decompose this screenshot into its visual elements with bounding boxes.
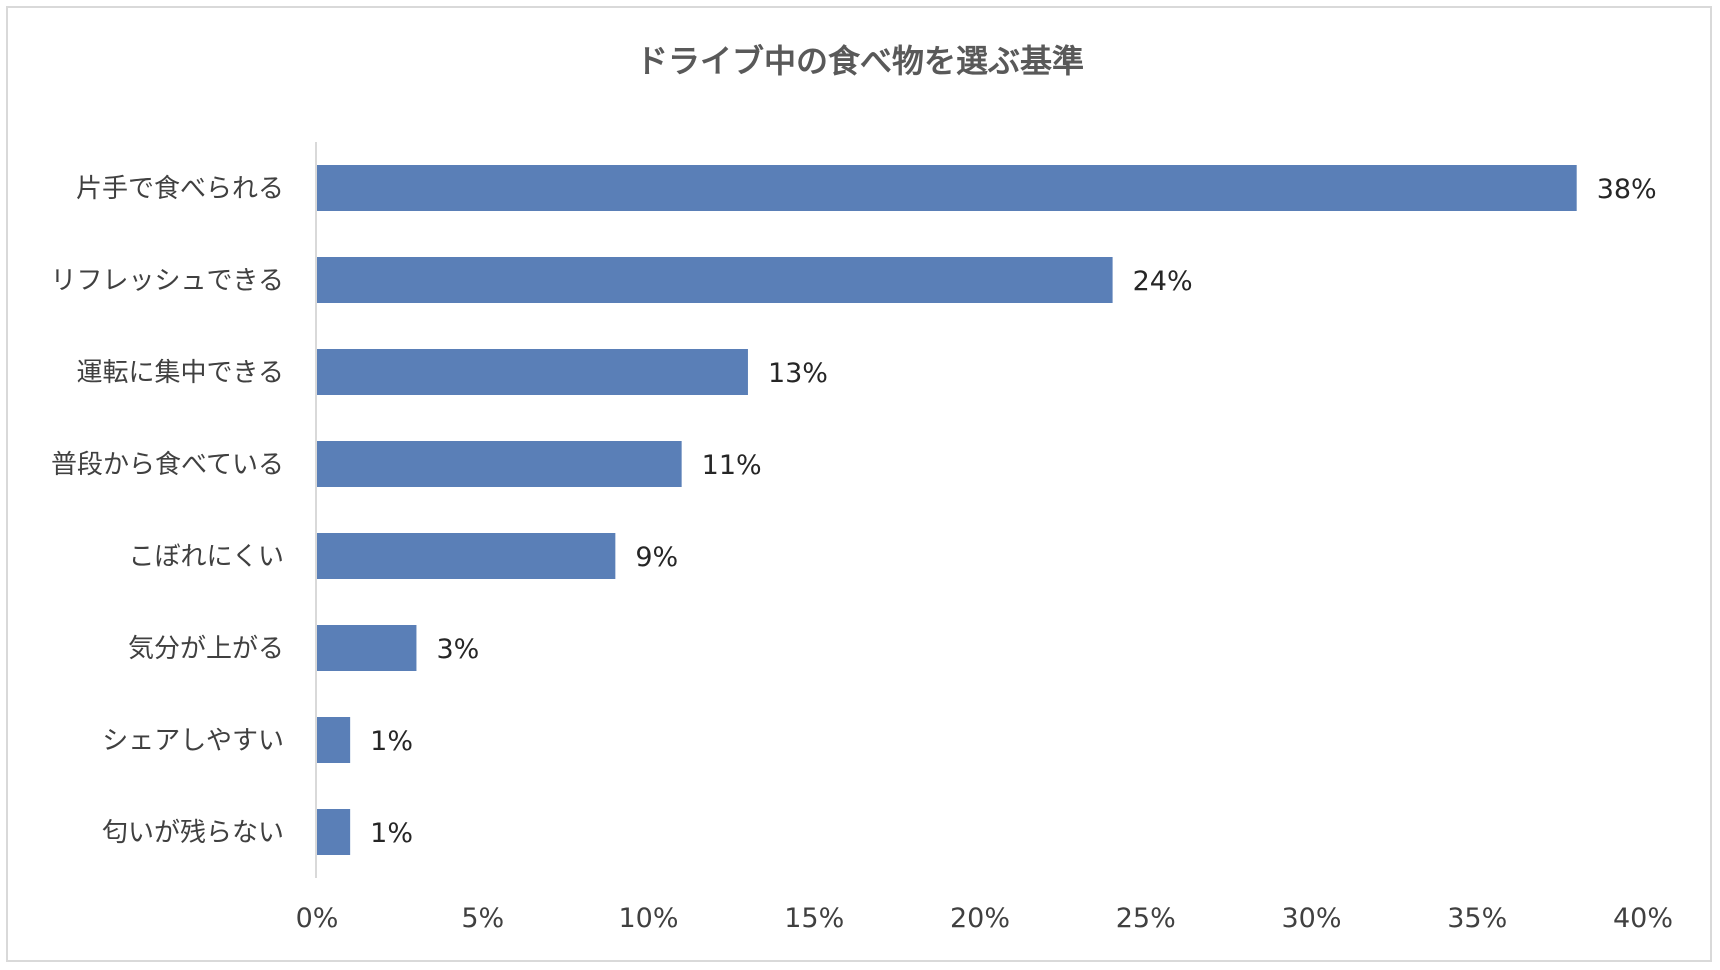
category-label: 気分が上がる xyxy=(128,634,284,664)
data-label: 1% xyxy=(370,818,413,849)
bar-3 xyxy=(317,349,748,395)
data-label: 11% xyxy=(702,450,762,481)
x-tick-label: 35% xyxy=(1447,903,1507,934)
data-label: 38% xyxy=(1597,174,1657,205)
x-tick-label: 25% xyxy=(1116,903,1176,934)
bar-7 xyxy=(317,717,351,763)
bar-4 xyxy=(317,441,682,487)
category-label: 運転に集中できる xyxy=(77,358,284,388)
bar-8 xyxy=(317,809,351,855)
bar-2 xyxy=(317,257,1113,303)
bar-5 xyxy=(317,533,616,579)
data-label: 1% xyxy=(370,726,413,757)
category-label: シェアしやすい xyxy=(102,726,284,756)
x-tick-label: 30% xyxy=(1281,903,1341,934)
category-labels: 片手で食べられるリフレッシュできる運転に集中できる普段から食べているこぼれにくい… xyxy=(51,174,284,848)
category-label: リフレッシュできる xyxy=(51,266,284,296)
category-label: 片手で食べられる xyxy=(76,174,284,204)
chart-title: ドライブ中の食べ物を選ぶ基準 xyxy=(636,42,1084,80)
data-label: 24% xyxy=(1133,266,1193,297)
x-tick-label: 20% xyxy=(950,903,1010,934)
category-label: 匂いが残らない xyxy=(102,818,284,848)
data-label: 3% xyxy=(436,634,479,665)
x-tick-label: 5% xyxy=(461,903,504,934)
x-tick-label: 0% xyxy=(296,903,339,934)
data-label: 9% xyxy=(635,542,678,573)
category-label: こぼれにくい xyxy=(129,542,284,572)
x-tick-label: 40% xyxy=(1613,903,1673,934)
x-axis-tick-labels: 0% 5% 10% 15% 20% 25% 30% 35% 40% xyxy=(296,903,1673,934)
bars-layer xyxy=(317,165,1577,855)
data-label: 13% xyxy=(768,358,828,389)
bar-6 xyxy=(317,625,417,671)
data-labels: 38% 24% 13% 11% 9% 3% 1% 1% xyxy=(370,174,1657,849)
x-tick-label: 10% xyxy=(618,903,678,934)
bar-1 xyxy=(317,165,1577,211)
x-tick-label: 15% xyxy=(784,903,844,934)
category-label: 普段から食べている xyxy=(51,450,284,480)
